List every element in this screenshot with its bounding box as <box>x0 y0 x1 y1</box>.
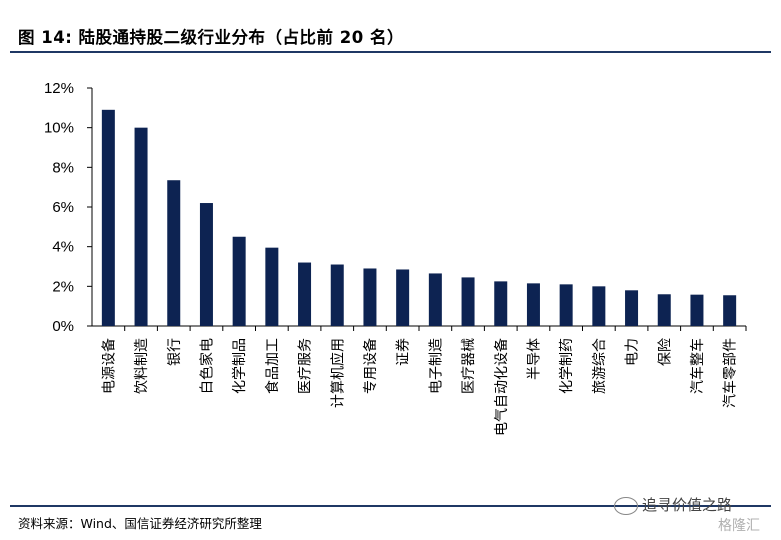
bar-8 <box>330 264 344 326</box>
bar-6 <box>265 247 279 326</box>
bar-7 <box>298 262 312 326</box>
y-tick-label: 2% <box>52 278 74 295</box>
bar-4 <box>199 203 213 326</box>
y-tick-label: 4% <box>52 239 74 256</box>
category-label: 医疗服务 <box>298 338 314 394</box>
bar-5 <box>232 236 246 326</box>
category-label: 证券 <box>396 338 412 366</box>
wechat-icon <box>614 496 638 515</box>
bar-3 <box>167 180 181 326</box>
bars-group <box>101 109 737 327</box>
bar-17 <box>625 290 639 326</box>
y-tick-label: 10% <box>44 120 74 137</box>
category-label: 医疗器械 <box>461 338 477 394</box>
category-label: 汽车整车 <box>689 338 706 394</box>
category-label: 计算机应用 <box>329 338 346 408</box>
bar-9 <box>363 268 377 326</box>
figure-title: 图 14: 陆股通持股二级行业分布（占比前 20 名） <box>18 28 404 47</box>
category-label: 旅游综合 <box>592 338 608 394</box>
category-label: 保险 <box>657 338 673 366</box>
y-tick-label: 0% <box>52 318 74 335</box>
bar-1 <box>101 109 115 326</box>
bar-12 <box>461 277 475 326</box>
category-label: 化学制药 <box>559 338 575 394</box>
footer-divider <box>10 505 771 507</box>
bar-14 <box>526 283 540 326</box>
bar-16 <box>592 286 606 326</box>
bar-20 <box>723 295 737 326</box>
category-labels: 电源设备 饮料制造 银行 白色家电 化学制品 食品加工 医疗服务 计算机应用 专用设备 证券 电子制… <box>100 338 738 436</box>
brand-logo: 格隆汇 <box>718 518 760 534</box>
category-label: 饮料制造 <box>134 338 150 394</box>
category-label: 电气自动化设备 <box>493 338 510 436</box>
watermark: 追寻价值之路 <box>614 494 732 515</box>
category-label: 化学制品 <box>232 338 248 394</box>
category-label: 白色家电 <box>198 338 215 394</box>
bar-11 <box>428 273 442 326</box>
title-divider <box>10 51 771 53</box>
category-label: 电子制造 <box>428 338 444 394</box>
bar-18 <box>657 294 671 326</box>
watermark-text: 追寻价值之路 <box>642 496 733 514</box>
bar-13 <box>494 281 508 326</box>
category-label: 银行 <box>167 338 183 366</box>
bar-2 <box>134 127 148 327</box>
bar-chart: 0%2%4%6%8%10%12% 电源设备 饮料制造 银行 白色家电 化学制品 食品加工医… <box>44 80 747 436</box>
x-axis <box>92 325 747 331</box>
category-label: 食品加工 <box>264 338 281 394</box>
y-tick-label: 6% <box>52 199 74 216</box>
y-axis: 0% 2% 4% 6% 8% 10% 12% <box>44 80 93 335</box>
category-label: 汽车零部件 <box>722 338 739 408</box>
bar-10 <box>396 269 410 326</box>
category-label: 半导体 <box>526 338 542 380</box>
category-label: 专用设备 <box>362 338 379 394</box>
y-tick-label: 12% <box>44 80 74 97</box>
source-note: 资料来源：Wind、国信证券经济研究所整理 <box>18 516 262 531</box>
bar-19 <box>690 294 704 326</box>
bar-15 <box>559 284 573 326</box>
y-tick-label: 8% <box>52 159 74 176</box>
category-label: 电力 <box>625 338 641 366</box>
category-label: 电源设备 <box>100 338 117 394</box>
